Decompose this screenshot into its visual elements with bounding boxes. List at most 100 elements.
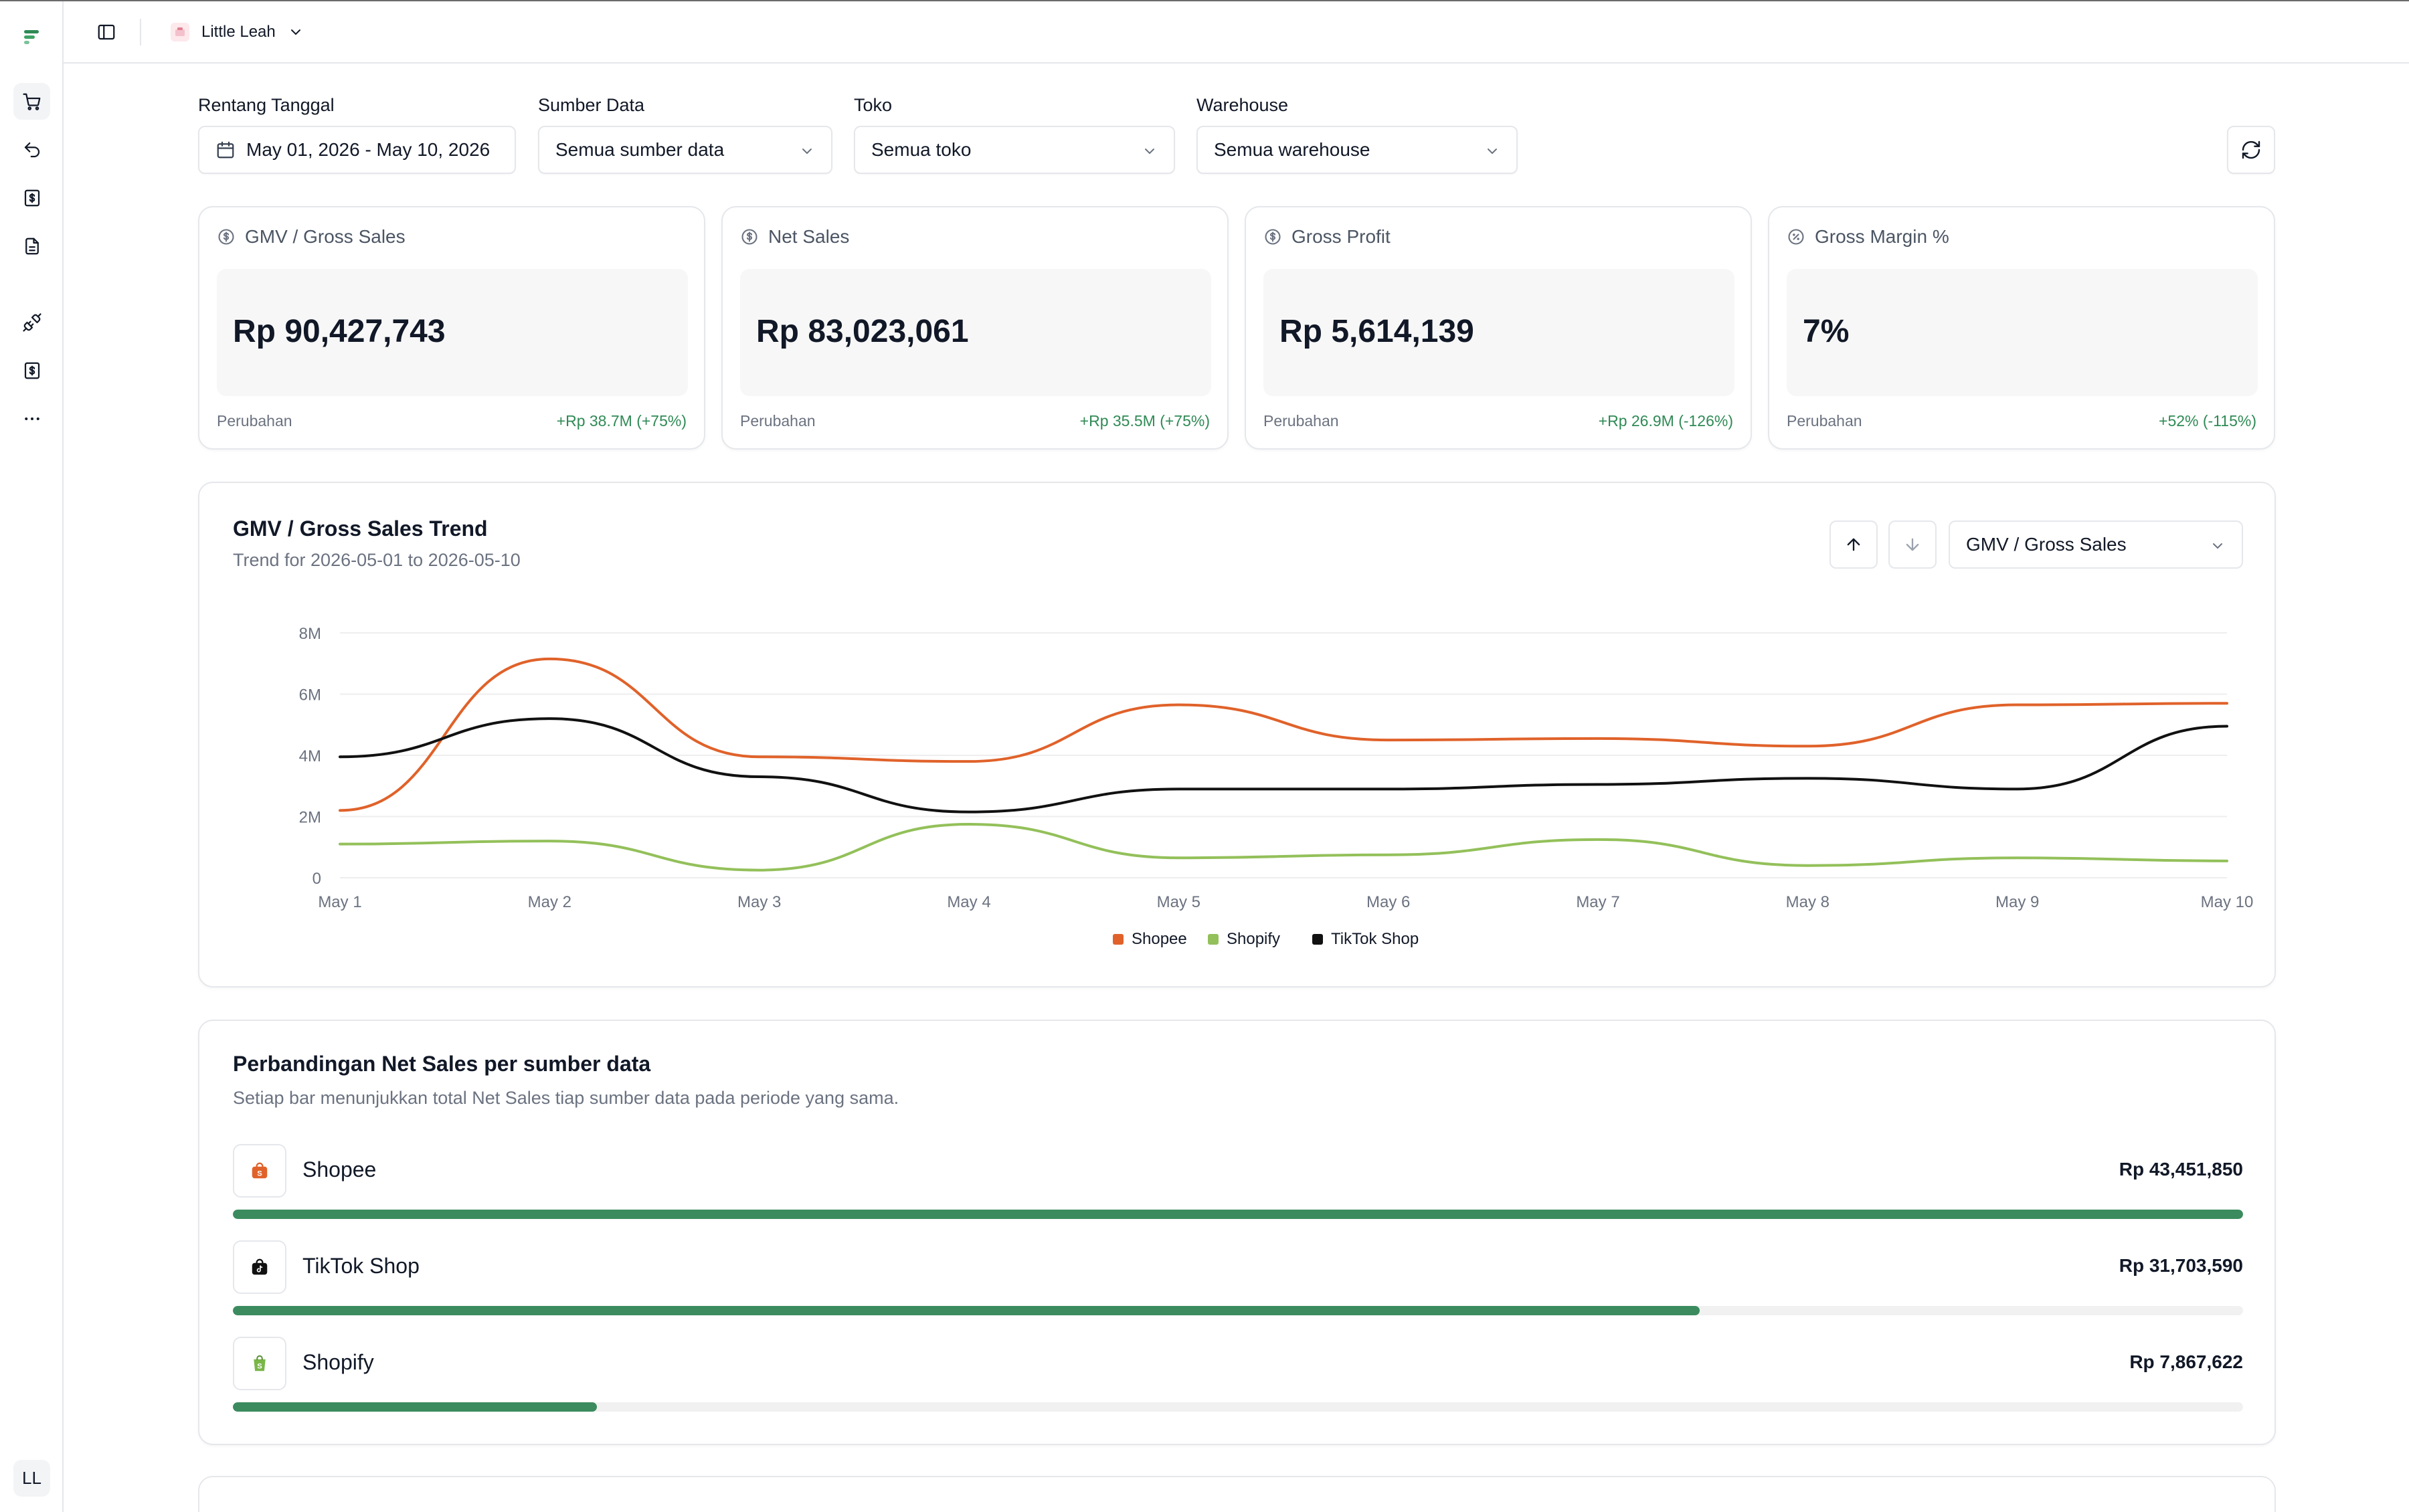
legend-label: TikTok Shop <box>1331 930 1419 948</box>
percent-badge-icon <box>1788 229 1804 245</box>
kpi-value-box: Rp 90,427,743 <box>217 269 688 396</box>
trend-title: GMV / Gross Sales Trend <box>233 516 488 541</box>
y-tick-label: 0 <box>313 870 321 888</box>
refresh-button[interactable] <box>2227 126 2275 174</box>
dollar-circle-icon <box>218 229 234 245</box>
y-tick-label: 6M <box>299 686 321 704</box>
window-top-border <box>0 0 2409 1</box>
source-name: TikTok Shop <box>302 1254 420 1278</box>
kpi-value: Rp 5,614,139 <box>1279 314 1474 349</box>
legend-swatch <box>1208 934 1219 945</box>
legend-label: Shopee <box>1132 930 1187 948</box>
sidebar: LL <box>0 1 64 1512</box>
arrow-up-icon <box>1847 538 1860 551</box>
kpi-value: Rp 83,023,061 <box>756 314 969 349</box>
top-header: Little Leah <box>64 1 2409 64</box>
kpi-change-value: +Rp 38.7M (+75%) <box>556 412 687 430</box>
svg-text:S: S <box>257 1170 262 1178</box>
workspace-name: Little Leah <box>201 23 276 41</box>
kpi-value: Rp 90,427,743 <box>233 314 446 349</box>
next-card-partial <box>198 1476 2276 1512</box>
x-tick-label: May 4 <box>947 893 990 911</box>
x-tick-label: May 1 <box>318 893 361 911</box>
metric-select-value: GMV / Gross Sales <box>1966 534 2127 555</box>
net-sales-comparison-card: Perbandingan Net Sales per sumber data S… <box>198 1020 2276 1445</box>
sort-ascending-button[interactable] <box>1830 521 1878 569</box>
kpi-title: Gross Profit <box>1291 226 1391 247</box>
data-source-value: Semua sumber data <box>555 139 725 160</box>
kpi-value-box: Rp 83,023,061 <box>740 269 1211 396</box>
shopify-icon: S <box>233 1337 286 1390</box>
chevron-down-icon <box>2213 543 2222 549</box>
kpi-title: Net Sales <box>768 226 850 247</box>
progress-fill <box>233 1210 2243 1219</box>
more-icon[interactable] <box>13 400 50 437</box>
plug-icon[interactable] <box>13 304 50 341</box>
series-line-shopee <box>339 657 2228 812</box>
calendar-icon <box>217 141 234 159</box>
user-avatar[interactable]: LL <box>13 1460 50 1497</box>
kpi-title: GMV / Gross Sales <box>245 226 406 247</box>
source-name: Shopify <box>302 1350 374 1374</box>
store-value: Semua toko <box>871 139 972 160</box>
trend-subtitle: Trend for 2026-05-01 to 2026-05-10 <box>233 550 521 570</box>
source-row-tiktok-shop: TikTok Shop Rp 31,703,590 <box>233 1240 2243 1321</box>
workspace-switcher[interactable]: Little Leah <box>171 16 304 48</box>
chevron-down-icon <box>290 29 300 35</box>
data-source-select[interactable]: Semua sumber data <box>538 126 832 174</box>
chevron-down-icon <box>1145 149 1154 155</box>
sort-descending-button[interactable] <box>1888 521 1937 569</box>
progress-track <box>233 1210 2243 1219</box>
trend-card: GMV / Gross Sales Trend Trend for 2026-0… <box>198 482 2276 987</box>
y-tick-label: 4M <box>299 747 321 765</box>
workspace-logo-icon <box>171 23 189 41</box>
source-value: Rp 7,867,622 <box>2129 1351 2243 1372</box>
app-logo-icon[interactable] <box>13 19 50 56</box>
metric-select[interactable]: GMV / Gross Sales <box>1949 521 2243 569</box>
cart-icon[interactable] <box>13 83 50 120</box>
progress-track <box>233 1402 2243 1412</box>
progress-fill <box>233 1306 1700 1315</box>
document-icon[interactable] <box>13 227 50 264</box>
kpi-card-net-sales: Net Sales Rp 83,023,061 Perubahan +Rp 35… <box>721 206 1229 450</box>
chevron-down-icon <box>1488 149 1497 155</box>
comparison-title: Perbandingan Net Sales per sumber data <box>233 1052 651 1076</box>
kpi-card-gmv: GMV / Gross Sales Rp 90,427,743 Perubaha… <box>198 206 705 450</box>
sidebar-toggle-icon[interactable] <box>94 20 118 44</box>
kpi-title: Gross Margin % <box>1815 226 1949 247</box>
kpi-change-label: Perubahan <box>1263 412 1339 430</box>
series-line-tiktok-shop <box>339 717 2228 814</box>
kpi-header: Gross Margin % <box>1787 226 1949 248</box>
kpi-card-gross-margin: Gross Margin % 7% Perubahan +52% (-115%) <box>1768 206 2275 450</box>
progress-fill <box>233 1402 598 1412</box>
x-tick-label: May 6 <box>1366 893 1410 911</box>
kpi-value-box: Rp 5,614,139 <box>1263 269 1734 396</box>
legend-swatch <box>1312 934 1323 945</box>
legend-swatch <box>1113 934 1124 945</box>
x-tick-label: May 5 <box>1157 893 1200 911</box>
x-tick-label: May 10 <box>2201 893 2254 911</box>
dollar-doc-icon[interactable] <box>13 352 50 389</box>
dollar-doc-icon[interactable] <box>13 179 50 216</box>
x-tick-label: May 3 <box>737 893 781 911</box>
trend-line-chart: 0 2M 4M 6M 8M May 1 May 2 May 3 May 4 May 5 May 6 M… <box>299 625 2254 948</box>
filter-data-source: Sumber Data Semua sumber data <box>538 92 832 174</box>
kpi-change-label: Perubahan <box>217 412 292 430</box>
store-select[interactable]: Semua toko <box>854 126 1175 174</box>
filter-label: Rentang Tanggal <box>198 95 335 115</box>
kpi-change-value: +52% (-115%) <box>2159 412 2256 430</box>
kpi-card-gross-profit: Gross Profit Rp 5,614,139 Perubahan +Rp … <box>1245 206 1752 450</box>
warehouse-select[interactable]: Semua warehouse <box>1196 126 1518 174</box>
return-icon[interactable] <box>13 131 50 168</box>
filter-label: Sumber Data <box>538 95 645 115</box>
progress-track <box>233 1306 2243 1315</box>
filter-store: Toko Semua toko <box>854 92 1175 174</box>
kpi-change-label: Perubahan <box>1787 412 1862 430</box>
date-range-picker[interactable]: May 01, 2026 - May 10, 2026 <box>198 126 516 174</box>
kpi-change-value: +Rp 35.5M (+75%) <box>1079 412 1210 430</box>
source-name: Shopee <box>302 1157 377 1182</box>
filter-label: Toko <box>854 95 893 115</box>
filter-date-range: Rentang Tanggal May 01, 2026 - May 10, 2… <box>198 92 516 174</box>
refresh-icon <box>2242 140 2260 159</box>
dollar-circle-icon <box>1265 229 1281 245</box>
